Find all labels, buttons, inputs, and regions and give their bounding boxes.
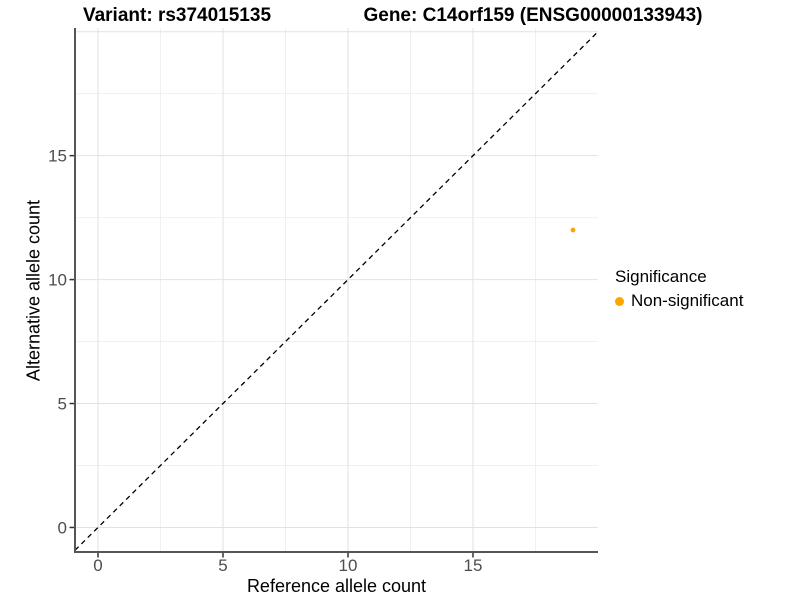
identity-dashed-line (74, 31, 599, 551)
y-axis-title: Alternative allele count (23, 199, 44, 382)
legend-point-icon (615, 296, 624, 306)
y-tick-label: 10 (48, 271, 67, 290)
x-tick-label: 10 (339, 556, 358, 575)
plot-title-gene: Gene: C14orf159 (ENSG00000133943) (363, 5, 703, 26)
y-tick-label: 0 (58, 518, 67, 537)
legend: Significance Non-significant (615, 267, 743, 311)
plot-title-variant: Variant: rs374015135 (82, 5, 272, 26)
legend-item-label: Non-significant (631, 291, 744, 310)
data-point (570, 227, 576, 233)
x-tick-label: 5 (218, 556, 227, 575)
x-tick-label: 0 (93, 556, 102, 575)
legend-item: Non-significant (615, 291, 743, 311)
y-tick-label: 5 (58, 395, 67, 414)
x-axis-title: Reference allele count (246, 576, 427, 596)
y-tick-label: 15 (48, 147, 67, 166)
legend-title: Significance (615, 267, 707, 286)
x-tick-label: 15 (464, 556, 483, 575)
